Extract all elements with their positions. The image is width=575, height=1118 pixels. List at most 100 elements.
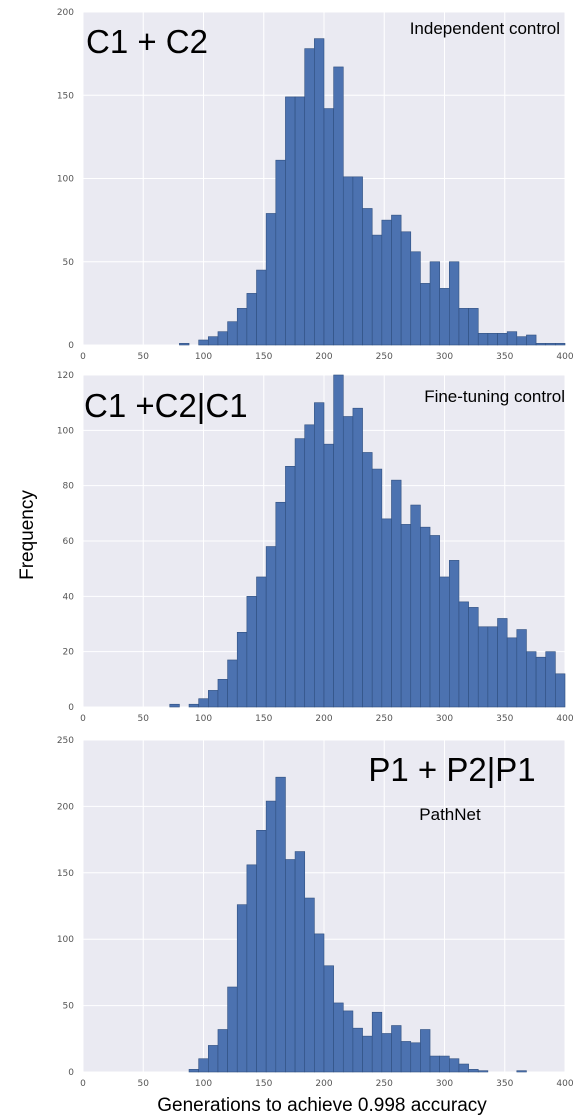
histogram-bar <box>400 231 412 346</box>
histogram-bar <box>256 269 267 346</box>
x-tick-label: 400 <box>556 714 573 724</box>
histogram-bar <box>236 904 248 1073</box>
histogram-bar <box>323 443 334 708</box>
histogram-bar <box>362 208 373 346</box>
histogram-bar <box>227 986 238 1073</box>
histogram-bar <box>285 96 296 346</box>
x-tick-label: 250 <box>376 352 393 362</box>
histogram-bar <box>352 407 363 708</box>
histogram-bar <box>429 535 440 708</box>
histogram-bar <box>285 465 296 708</box>
histogram-bar <box>429 261 440 346</box>
histogram-bar <box>342 1010 354 1073</box>
histogram-bar <box>487 626 498 708</box>
histogram-bar <box>333 1002 344 1073</box>
histogram-bar <box>294 851 306 1073</box>
histogram-bar <box>265 546 277 708</box>
y-tick-label: 0 <box>68 1068 74 1078</box>
histogram-bar <box>391 479 402 708</box>
histogram-bar <box>477 1070 489 1073</box>
x-tick-label: 150 <box>255 714 272 724</box>
x-tick-label: 350 <box>496 352 513 362</box>
histogram-bar <box>449 261 460 346</box>
panel-pathnet: 0 50 100 150 200 250 300 350 400 0 50 100 150 200 250 P… <box>57 736 574 1089</box>
histogram-bar <box>449 560 460 708</box>
y-tick-label: 60 <box>63 537 75 547</box>
panel-label: C1 +C2|C1 <box>84 387 248 424</box>
x-tick-label: 350 <box>496 1079 513 1089</box>
x-tick-label: 400 <box>556 352 573 362</box>
panel-annotation: Fine-tuning control <box>424 387 565 406</box>
histogram-bar <box>294 438 306 708</box>
histogram-bar <box>208 336 219 346</box>
x-tick-label: 200 <box>315 1079 332 1089</box>
y-tick-label: 40 <box>63 592 75 602</box>
histogram-bar <box>497 618 508 708</box>
histogram-bar <box>371 468 383 708</box>
histogram-bar <box>526 651 537 708</box>
histogram-bar <box>468 308 479 346</box>
histogram-bar <box>333 66 344 346</box>
histogram-bar <box>439 288 450 346</box>
x-tick-label: 200 <box>315 714 332 724</box>
y-tick-label: 100 <box>57 935 74 945</box>
histogram-bar <box>381 1033 392 1073</box>
x-axis-label: Generations to achieve 0.998 accuracy <box>157 1095 487 1116</box>
histogram-bar <box>314 402 325 708</box>
histogram-bar <box>352 176 363 346</box>
histogram-bar <box>246 293 257 346</box>
histogram-bar <box>410 504 421 708</box>
histogram-bar <box>314 38 325 346</box>
histogram-bar <box>545 343 556 346</box>
histogram-bar <box>227 321 238 346</box>
histogram-bar <box>362 452 373 708</box>
x-tick-label: 150 <box>255 352 272 362</box>
histogram-bar <box>246 596 257 708</box>
histogram-bar <box>188 703 199 708</box>
x-tick-label: 50 <box>138 714 150 724</box>
histogram-bar <box>304 424 315 708</box>
histogram-bar <box>198 339 209 346</box>
x-tick-label: 50 <box>138 352 150 362</box>
histogram-bar <box>217 1029 228 1073</box>
histogram-bar <box>246 864 257 1073</box>
y-tick-label: 20 <box>63 648 75 658</box>
x-tick-label: 50 <box>138 1079 150 1089</box>
x-tick-label: 250 <box>376 714 393 724</box>
histogram-bar <box>439 576 450 708</box>
histogram-bar <box>304 48 315 346</box>
histogram-bar <box>535 343 547 346</box>
histogram-bar <box>410 1042 421 1073</box>
panel-label: C1 + C2 <box>86 23 208 60</box>
panel-independent-control: 0 50 100 150 200 250 300 350 400 0 50 100 150 200 C1 +… <box>57 8 574 362</box>
histogram-bar <box>497 333 508 346</box>
histogram-bar <box>487 333 498 346</box>
histogram-bar <box>429 1055 440 1073</box>
y-tick-label: 120 <box>57 371 74 381</box>
histogram-bar <box>516 1070 527 1073</box>
histogram-bar <box>371 1011 383 1073</box>
y-tick-label: 50 <box>63 258 75 268</box>
histogram-bar <box>236 308 248 346</box>
panel-label: P1 + P2|P1 <box>368 751 535 788</box>
x-tick-label: 100 <box>195 352 212 362</box>
histogram-bar <box>439 1055 450 1073</box>
histogram-bar <box>323 108 334 346</box>
histogram-bar <box>275 501 286 708</box>
histogram-bar <box>323 965 334 1073</box>
histogram-bar <box>381 518 392 708</box>
histogram-bar <box>516 629 527 708</box>
histogram-bar <box>256 576 267 708</box>
y-tick-label: 0 <box>68 703 74 713</box>
panel-annotation: Independent control <box>410 19 560 38</box>
histogram-bar <box>506 331 518 346</box>
x-tick-label: 100 <box>195 1079 212 1089</box>
histogram-bar <box>227 659 238 708</box>
histogram-bar <box>400 1041 412 1073</box>
x-tick-label: 0 <box>80 714 86 724</box>
y-tick-label: 100 <box>57 426 74 436</box>
x-tick-label: 350 <box>496 714 513 724</box>
histogram-bar <box>449 1058 460 1073</box>
histogram-bar <box>179 343 190 346</box>
